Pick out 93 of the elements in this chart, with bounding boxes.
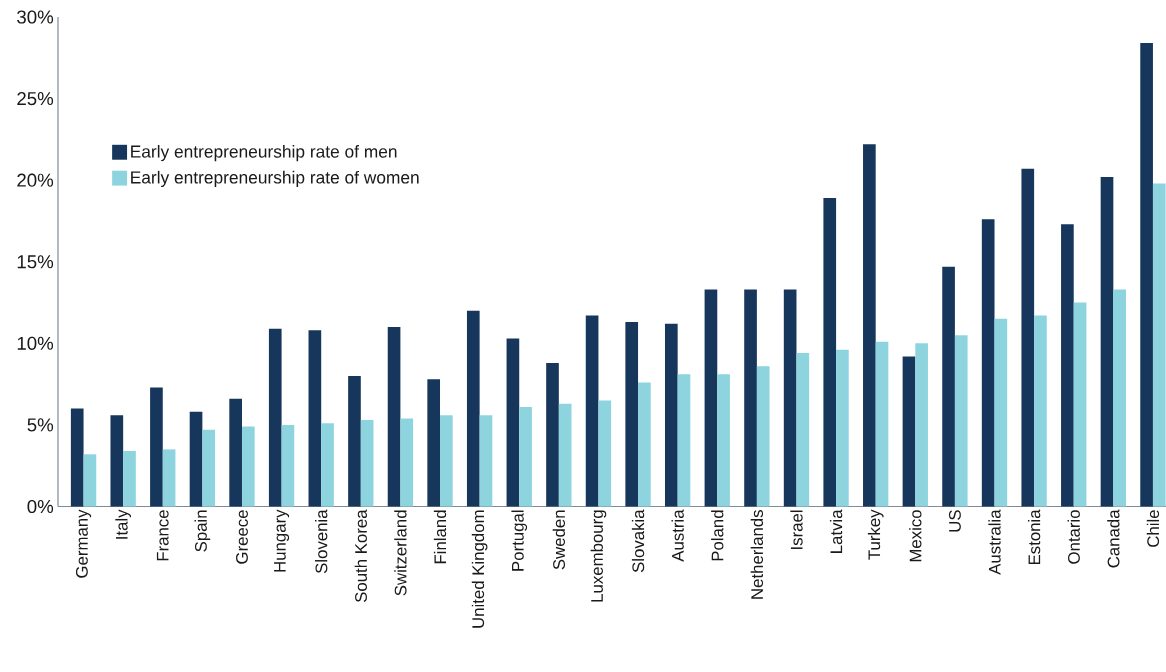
x-tick-label: Greece <box>236 510 248 564</box>
bar <box>427 379 441 507</box>
bar <box>823 198 837 507</box>
x-tick-label: Spain <box>194 510 211 552</box>
bar <box>281 424 295 507</box>
bar <box>83 454 97 507</box>
x-tick-label: Sweden <box>552 510 566 570</box>
x-tick-label: Finland <box>433 510 447 564</box>
x-tick-label: France <box>156 510 169 561</box>
x-tick-label: Latvia <box>829 509 843 553</box>
bar <box>123 451 136 507</box>
bar <box>704 289 718 507</box>
x-tick-label: Turkey <box>867 509 884 560</box>
y-tick-label: 15% <box>17 255 54 269</box>
bar <box>506 338 520 507</box>
bar <box>150 387 163 507</box>
bar <box>70 408 84 507</box>
x-tick-label: Netherlands <box>750 510 764 599</box>
y-tick-label: 20% <box>17 173 54 187</box>
bar <box>836 349 849 507</box>
x-tick-label: Italy <box>115 509 131 539</box>
bar <box>202 429 216 507</box>
x-tick-label: Australia <box>988 509 1001 575</box>
bar <box>558 403 572 507</box>
bar <box>348 375 361 507</box>
bar <box>162 449 176 507</box>
bar <box>717 374 730 507</box>
bar <box>744 289 757 507</box>
bar <box>479 415 493 507</box>
bar <box>110 415 124 507</box>
y-tick-label: 5% <box>27 418 54 432</box>
bar <box>241 426 255 507</box>
bar <box>915 343 928 507</box>
bar <box>954 335 968 507</box>
bar <box>466 310 480 507</box>
bar <box>598 400 612 507</box>
bar <box>875 341 889 507</box>
x-tick-label: South Korea <box>354 509 367 603</box>
bar <box>1100 176 1114 507</box>
x-tick-label: Poland <box>711 510 724 561</box>
bar <box>229 398 242 507</box>
bar <box>1140 43 1153 507</box>
bar <box>400 418 414 507</box>
bar <box>677 374 691 507</box>
bar <box>1021 168 1035 507</box>
legend-label: Early entrepreneurship rate of women <box>131 170 419 188</box>
bar <box>796 353 810 507</box>
bar <box>863 144 876 507</box>
x-tick-label: Canada <box>1107 509 1120 568</box>
bar <box>664 323 678 507</box>
bar <box>1034 315 1047 507</box>
bar <box>519 406 532 507</box>
bar <box>387 327 401 507</box>
bar <box>1113 289 1126 507</box>
bar <box>360 420 374 507</box>
x-tick-label: US <box>948 510 961 532</box>
y-tick-label: 0% <box>27 499 54 514</box>
x-tick-label: Slovenia <box>315 509 328 574</box>
bar <box>308 330 322 507</box>
bar <box>981 219 995 507</box>
bar <box>1152 183 1166 507</box>
x-tick-label: Hungary <box>274 509 290 572</box>
bar <box>585 315 599 507</box>
bar <box>268 328 282 507</box>
bar <box>189 411 203 507</box>
x-tick-label: Luxembourg <box>590 510 607 602</box>
bar <box>783 289 797 507</box>
bar <box>321 423 334 507</box>
x-tick-label: Israel <box>790 510 803 549</box>
bar <box>638 382 651 507</box>
bar <box>756 366 770 507</box>
bar <box>1061 224 1074 507</box>
bar <box>625 322 639 507</box>
bar <box>994 318 1008 507</box>
x-tick-label: Estonia <box>1027 509 1041 565</box>
x-tick-label: Chile <box>1146 510 1160 547</box>
x-tick-label: Switzerland <box>394 510 407 596</box>
x-tick-label: Germany <box>75 509 92 578</box>
bar <box>902 356 916 507</box>
bar <box>942 266 955 507</box>
legend-label: Early entrepreneurship rate of men <box>131 144 397 162</box>
x-tick-label: Portugal <box>511 510 528 571</box>
x-tick-label: Ontario <box>1067 510 1080 564</box>
bar <box>546 362 559 507</box>
y-tick-label: 30% <box>17 10 54 24</box>
x-tick-label: Slovakia <box>631 509 645 573</box>
bar <box>440 415 453 507</box>
x-tick-label: Austria <box>671 509 684 562</box>
y-tick-label: 10% <box>17 336 54 350</box>
x-tick-label: United Kingdom <box>471 510 488 628</box>
x-tick-label: Mexico <box>909 510 922 562</box>
bar <box>1073 302 1087 507</box>
y-tick-label: 25% <box>17 91 54 106</box>
